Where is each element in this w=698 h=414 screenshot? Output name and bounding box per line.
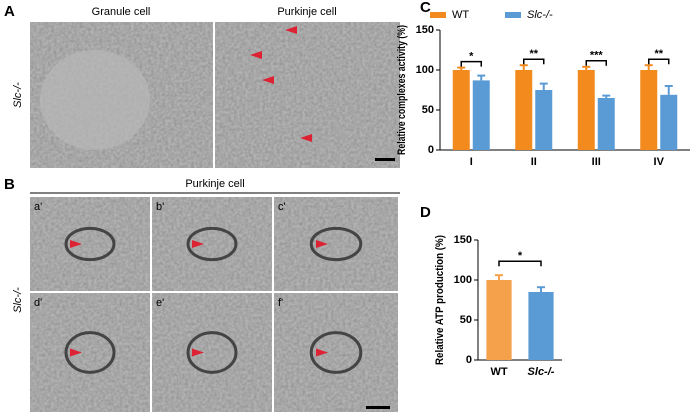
em-texture <box>30 197 150 291</box>
sig-label: ** <box>654 48 663 60</box>
scale-bar <box>366 406 390 409</box>
bar <box>577 70 595 150</box>
bar <box>597 98 615 150</box>
bar <box>452 70 470 150</box>
em-texture <box>152 293 272 412</box>
legend-swatch <box>430 12 446 18</box>
panel-label: C <box>420 0 431 16</box>
em-texture <box>30 293 150 412</box>
em-texture <box>215 22 400 168</box>
bar <box>486 280 512 360</box>
organelle <box>309 226 363 262</box>
organelle <box>309 331 363 374</box>
em-texture <box>274 197 398 291</box>
em-texture <box>274 293 398 412</box>
organelle <box>186 226 238 262</box>
y-tick-label: 100 <box>416 64 434 76</box>
sig-label: * <box>469 51 474 63</box>
x-tick-label: I <box>470 156 473 168</box>
sub-label: a' <box>34 201 42 213</box>
panel-label: B <box>4 176 15 193</box>
panel-label: A <box>4 3 15 20</box>
sub-label: d' <box>34 297 42 309</box>
nucleus <box>40 50 150 150</box>
bar <box>660 94 678 150</box>
sub-label: b' <box>156 201 164 213</box>
legend-swatch <box>505 12 521 18</box>
sub-label: e' <box>156 297 164 309</box>
y-tick-label: 150 <box>454 234 472 246</box>
arrow <box>192 240 204 248</box>
organelle <box>186 331 238 374</box>
y-axis-label: Relative ATP production (%) <box>434 235 446 365</box>
organelle <box>64 226 116 262</box>
sig-bracket <box>498 260 542 267</box>
sig-label: *** <box>590 50 604 62</box>
em-texture <box>152 197 272 291</box>
x-tick-label: IV <box>654 156 665 168</box>
panel-label: D <box>420 204 431 221</box>
sub-label: c' <box>278 201 286 213</box>
micrographs <box>30 22 400 194</box>
y-axis-label: Relative complexes activity (%) <box>396 25 408 155</box>
y-tick-label: 150 <box>416 24 434 36</box>
bar <box>528 292 554 360</box>
sig-bracket <box>648 58 670 65</box>
sig-label: * <box>518 250 523 262</box>
image-title: Granule cell <box>92 6 151 18</box>
bar <box>640 70 658 150</box>
sig-bracket <box>585 60 607 66</box>
bar <box>472 80 490 150</box>
arrow <box>70 348 82 357</box>
arrow <box>192 348 204 357</box>
y-tick-label: 0 <box>428 144 434 156</box>
y-tick-label: 50 <box>460 314 472 326</box>
image-title: Purkinje cell <box>185 178 244 190</box>
sig-label: ** <box>529 48 538 60</box>
sig-bracket <box>460 60 482 67</box>
bar <box>515 70 533 150</box>
legend-label: Slc-/- <box>527 9 553 21</box>
arrow <box>316 240 328 248</box>
x-tick-label: WT <box>490 366 507 378</box>
y-tick-label: 0 <box>466 354 472 366</box>
y-tick-label: 100 <box>454 274 472 286</box>
x-tick-label: II <box>531 156 537 168</box>
arrow <box>316 348 328 357</box>
bar <box>535 90 553 150</box>
x-tick-label: III <box>592 156 601 168</box>
organelle <box>64 331 116 374</box>
sub-label: f' <box>278 297 283 309</box>
sig-bracket <box>523 58 545 65</box>
genotype-label: Slc-/- <box>12 82 24 108</box>
y-tick-label: 50 <box>422 104 434 116</box>
genotype-label: Slc-/- <box>12 287 24 313</box>
image-title: Purkinje cell <box>277 6 336 18</box>
arrow <box>70 240 82 248</box>
legend-label: WT <box>452 9 469 21</box>
scale-bar <box>375 158 395 161</box>
x-tick-label: Slc-/- <box>528 366 555 378</box>
